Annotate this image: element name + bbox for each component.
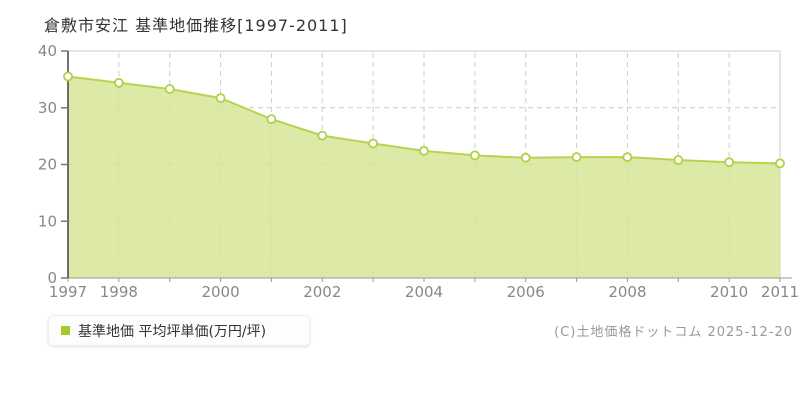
x-axis-label: 1998 [100,283,138,301]
legend-series-swatch [61,326,70,335]
copyright-text: (C)土地価格ドットコム 2025-12-20 [554,325,793,340]
data-point-marker [622,152,633,163]
data-point-marker [571,152,582,163]
data-point-marker [368,138,379,149]
data-point-marker [775,158,785,169]
data-point-marker [215,93,226,103]
x-axis-label: 2010 [710,283,748,301]
y-axis-label: 20 [38,156,57,174]
x-axis-label: 2000 [201,283,239,301]
legend: 基準地価 平均坪単価(万円/坪) [48,315,310,346]
y-axis-label: 40 [38,42,57,60]
x-axis-label: 2004 [405,283,443,301]
data-point-marker [266,114,277,124]
y-axis-label: 10 [38,212,57,230]
x-axis-label: 2002 [303,283,341,301]
x-axis-label: 1997 [49,283,87,301]
data-point-marker [724,157,734,168]
data-point-marker [114,77,124,88]
y-axis-label: 30 [38,99,57,117]
data-point-marker [317,130,328,141]
data-point-marker [164,84,175,94]
data-point-marker [673,155,684,165]
y-axis-label: 0 [47,269,57,287]
x-axis-label: 2008 [608,283,646,301]
chart-title: 倉敷市安江 基準地価推移[1997-2011] [44,16,348,35]
x-axis-label: 2006 [507,283,545,301]
data-point-marker [63,71,73,82]
x-axis-label: 2011 [761,283,799,301]
area-fill [68,76,780,278]
data-point-marker [520,152,531,163]
data-point-marker [419,145,429,156]
data-point-marker [469,150,480,161]
legend-series-label: 基準地価 平均坪単価(万円/坪) [78,323,267,340]
